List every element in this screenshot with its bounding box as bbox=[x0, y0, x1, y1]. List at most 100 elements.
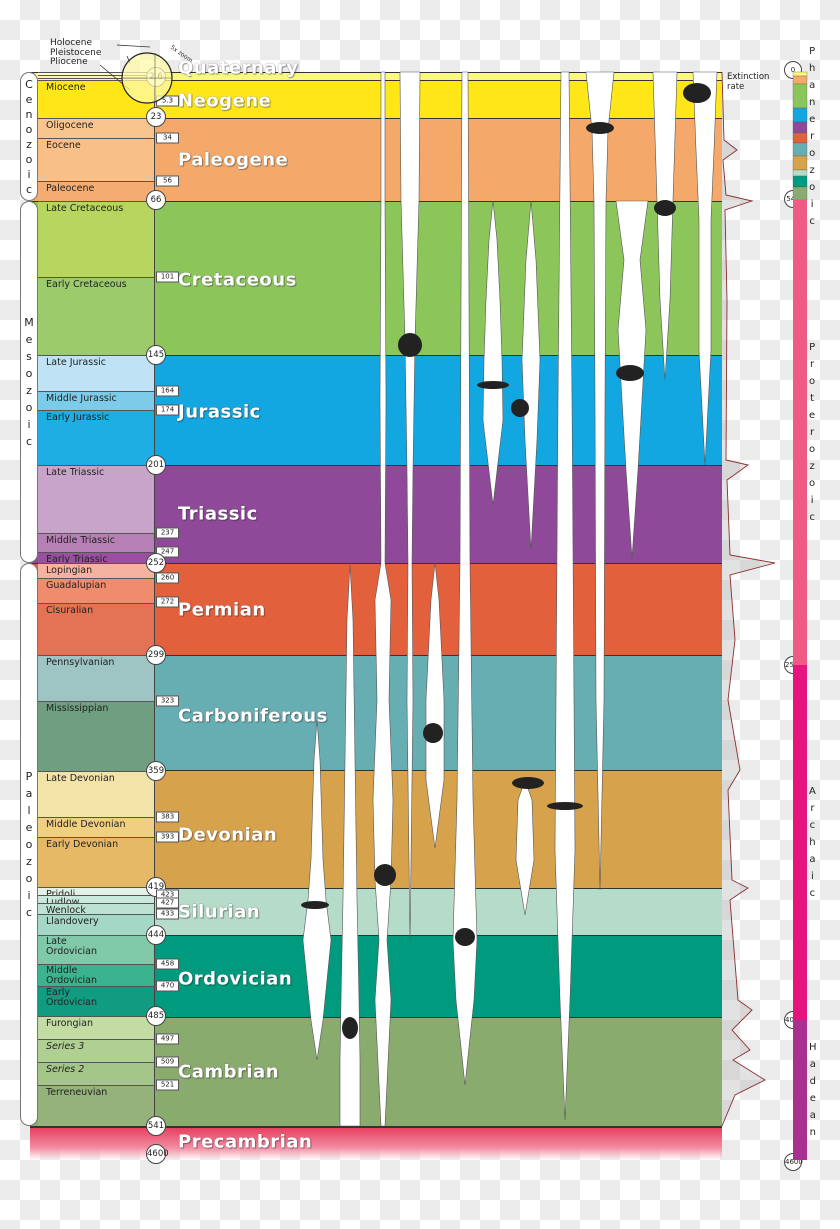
clade-spindle-trilobita bbox=[339, 564, 361, 1127]
boundary-marker-164: 164 bbox=[156, 385, 179, 397]
period-label-cretaceous: Cretaceous bbox=[178, 269, 297, 291]
goniatite-silhouette bbox=[423, 723, 443, 743]
epoch-late-jurassic: Late Jurassic bbox=[38, 355, 155, 391]
boundary-marker-433: 433 bbox=[156, 908, 179, 920]
zoom-note: 5x zoom bbox=[169, 44, 194, 65]
epoch-late-triassic: Late Triassic bbox=[38, 465, 155, 533]
epoch-guadalupian: Guadalupian bbox=[38, 578, 155, 603]
boundary-marker-299: 299 bbox=[146, 645, 166, 665]
period-label-precambrian: Precambrian bbox=[178, 1131, 313, 1153]
epoch-late-cretaceous: Late Cretaceous bbox=[38, 201, 155, 277]
epoch-label-late-cretaceous: Late Cretaceous bbox=[46, 203, 124, 214]
epoch-label-mississippian: Mississippian bbox=[46, 703, 109, 714]
epoch-mississippian: Mississippian bbox=[38, 701, 155, 771]
boundary-marker-427: 427 bbox=[156, 897, 179, 909]
epoch-eocene: Eocene bbox=[38, 138, 155, 181]
mammoth-silhouette bbox=[683, 83, 711, 103]
period-label-devonian: Devonian bbox=[178, 824, 278, 846]
period-band-quaternary bbox=[30, 72, 722, 80]
clade-spindle-placodermi bbox=[515, 779, 535, 916]
eon-scale-phanerozoic-segment bbox=[792, 107, 808, 123]
clade-spindle-goniatitida bbox=[425, 562, 445, 849]
epoch-label-middle-jurassic: Middle Jurassic bbox=[46, 393, 117, 404]
period-label-triassic: Triassic bbox=[178, 503, 258, 525]
leader-holocene bbox=[116, 44, 151, 48]
boundary-marker-201: 201 bbox=[146, 455, 166, 475]
eon-scale-proterozoic bbox=[793, 200, 807, 665]
graptolite-silhouette bbox=[301, 901, 329, 909]
epoch-series-2: Series 2 bbox=[38, 1062, 155, 1085]
eon-scale-phanerozoic-segment bbox=[792, 169, 808, 177]
period-label-cambrian: Cambrian bbox=[178, 1061, 280, 1083]
boundary-marker-541: 541 bbox=[146, 1116, 166, 1136]
epoch-llandovery: Llandovery bbox=[38, 914, 155, 935]
epoch-label-cisuralian: Cisuralian bbox=[46, 605, 94, 616]
epoch-label-early-cretaceous: Early Cretaceous bbox=[46, 279, 127, 290]
boundary-marker-247: 247 bbox=[156, 546, 179, 558]
epoch-label-middle-ordovician: Middle Ordovician bbox=[46, 965, 98, 986]
ammonite-silhouette bbox=[511, 399, 529, 417]
epoch-label-pleistocene: Pleistocene bbox=[50, 48, 102, 58]
clade-spindle-graptolithina bbox=[302, 719, 332, 1061]
period-label-silurian: Silurian bbox=[178, 901, 261, 923]
epoch-early-cretaceous: Early Cretaceous bbox=[38, 277, 155, 355]
epoch-middle-triassic: Middle Triassic bbox=[38, 533, 155, 552]
epoch-label-pliocene: Pliocene bbox=[50, 57, 88, 67]
epoch-label-llandovery: Llandovery bbox=[46, 916, 99, 927]
clade-spindle-agnatha bbox=[554, 71, 576, 1121]
boundary-marker-237: 237 bbox=[156, 527, 179, 539]
epoch-label-pennsylvanian: Pennsylvanian bbox=[46, 657, 115, 668]
epoch-early-devonian: Early Devonian bbox=[38, 837, 155, 887]
boundary-marker-260: 260 bbox=[156, 572, 179, 584]
epoch-ludlow: Ludlow bbox=[38, 895, 155, 903]
epoch-label-terreneuvian: Terreneuvian bbox=[46, 1087, 108, 1098]
epoch-label-late-jurassic: Late Jurassic bbox=[46, 357, 107, 368]
boundary-marker-383: 383 bbox=[156, 811, 179, 823]
eon-scale-phanerozoic-segment bbox=[792, 132, 808, 144]
brachiopod-silhouette bbox=[374, 864, 396, 886]
epoch-label-wenlock: Wenlock bbox=[46, 905, 86, 914]
eon-scale-hadean bbox=[793, 1020, 807, 1160]
epoch-label-early-ordovician: Early Ordovician bbox=[46, 987, 98, 1008]
boundary-marker-458: 458 bbox=[156, 958, 179, 970]
boundary-marker-34: 34 bbox=[156, 132, 179, 144]
epoch-label-pridoli: Pridoli bbox=[46, 889, 76, 895]
epoch-furongian: Furongian bbox=[38, 1016, 155, 1039]
clade-spindle-mammalia bbox=[692, 71, 718, 466]
boundary-marker-66: 66 bbox=[146, 190, 166, 210]
epoch-label-miocene: Miocene bbox=[46, 82, 86, 93]
trilobite-silhouette bbox=[342, 1017, 358, 1039]
clade-spindle-echinoidea bbox=[399, 71, 421, 941]
period-label-permian: Permian bbox=[178, 599, 266, 621]
period-label-jurassic: Jurassic bbox=[178, 401, 261, 423]
eon-scale-phanerozoic-segment bbox=[792, 186, 808, 201]
nautiloid-silhouette bbox=[455, 928, 475, 946]
boundary-marker-359: 359 bbox=[146, 761, 166, 781]
eon-scale-phanerozoic-segment bbox=[792, 75, 808, 85]
boundary-marker-497: 497 bbox=[156, 1033, 179, 1045]
extinction-rate-label: Extinction rate bbox=[727, 72, 770, 92]
epoch-label-middle-devonian: Middle Devonian bbox=[46, 819, 126, 830]
epoch-label-early-devonian: Early Devonian bbox=[46, 839, 119, 850]
epoch-cisuralian: Cisuralian bbox=[38, 603, 155, 655]
clade-spindle-belemnitida bbox=[482, 200, 504, 506]
eon-scale-phanerozoic-segment bbox=[792, 142, 808, 157]
epoch-label-late-triassic: Late Triassic bbox=[46, 467, 105, 478]
period-label-quaternary: Quaternary bbox=[178, 57, 299, 79]
dinosaur-silhouette bbox=[616, 365, 644, 381]
boundary-marker-272: 272 bbox=[156, 596, 179, 608]
epoch-middle-jurassic: Middle Jurassic bbox=[38, 391, 155, 410]
period-label-neogene: Neogene bbox=[178, 90, 272, 112]
clade-spindle-actinopterygii bbox=[585, 71, 615, 891]
eon-scale-archaic bbox=[793, 665, 807, 1020]
epoch-label-guadalupian: Guadalupian bbox=[46, 580, 107, 591]
boundary-marker-101: 101 bbox=[156, 271, 179, 283]
epoch-label-paleocene: Paleocene bbox=[46, 183, 95, 194]
epoch-wenlock: Wenlock bbox=[38, 903, 155, 914]
